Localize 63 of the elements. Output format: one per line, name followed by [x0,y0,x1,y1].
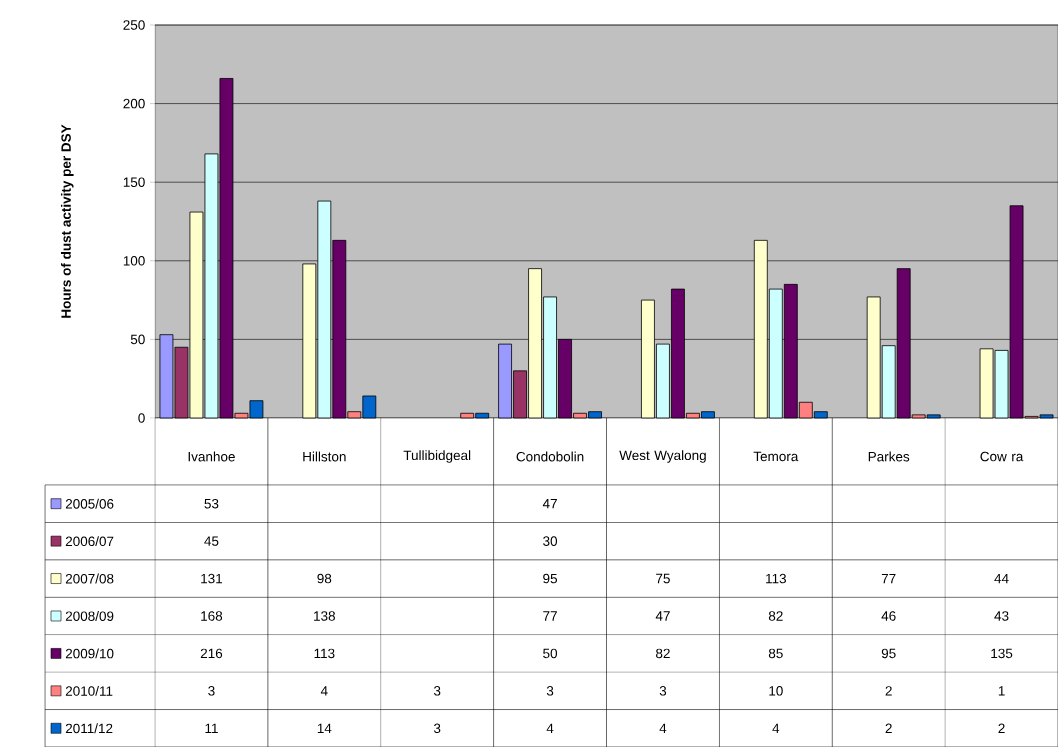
data-label: 216 [200,648,223,659]
y-tick-label: 50 [130,334,145,345]
x-tick-label: West Wyalong [619,450,706,463]
data-label: 4 [320,686,328,696]
data-label: 14 [317,723,332,733]
data-label: 75 [656,573,670,584]
x-tick-label: Condobolin [516,451,584,462]
data-label: 3 [208,686,215,696]
legend-label: 2011/12 [65,723,113,734]
data-label: 1 [998,686,1005,696]
data-label: 11 [205,723,218,733]
data-label: 10 [769,686,783,696]
data-label: 82 [768,611,783,621]
data-label: 4 [546,723,554,733]
data-label: 138 [314,611,335,621]
data-label: 4 [659,723,667,733]
data-label: 98 [317,573,332,584]
data-label: 47 [655,611,670,621]
data-label: 3 [433,686,441,696]
legend-label: 2005/06 [65,498,114,509]
data-label: 135 [991,648,1013,659]
data-label: 45 [204,536,219,546]
data-label: 168 [201,611,223,621]
y-tick-label: 100 [123,256,145,266]
data-label: 113 [314,648,335,659]
legend-label: 2007/08 [65,573,114,584]
data-label: 3 [546,686,554,696]
data-label: 53 [204,498,219,509]
data-label: 131 [201,573,223,584]
data-label: 2 [885,686,892,696]
data-label: 47 [542,499,557,509]
data-label: 85 [768,648,783,659]
data-label: 3 [433,723,441,734]
data-label: 46 [881,611,896,621]
data-label: 43 [994,611,1009,621]
x-tick-label: Parkes [868,451,910,462]
data-label: 50 [543,648,558,659]
y-tick-label: 250 [123,20,145,30]
data-label: 30 [543,536,558,546]
data-label: 77 [881,573,896,584]
y-tick-label: 0 [138,413,145,423]
data-label: 95 [543,573,558,584]
data-label: 44 [994,573,1009,584]
legend-label: 2008/09 [65,611,114,621]
legend-label: 2006/07 [65,536,114,547]
data-label: 2 [885,723,892,733]
x-tick-label: Ivanhoe [188,451,235,462]
data-label: 113 [766,573,786,584]
x-tick-label: Tullibidgeal [403,450,471,463]
x-tick-label: Hillston [303,451,346,462]
y-axis-title: Hours of dust activity per DSY [60,124,74,318]
data-label: 95 [881,648,896,659]
y-tick-label: 200 [123,98,145,109]
data-label: 82 [656,648,670,659]
data-label: 4 [772,723,780,733]
x-tick-label: Temora [753,451,799,462]
y-tick-label: 150 [123,177,145,187]
x-tick-label: Cow ra [980,451,1024,462]
data-label: 2 [998,723,1005,733]
legend-label: 2009/10 [65,648,114,659]
data-label: 77 [543,611,557,621]
data-label: 3 [659,686,667,696]
legend-label: 2010/11 [65,685,113,696]
